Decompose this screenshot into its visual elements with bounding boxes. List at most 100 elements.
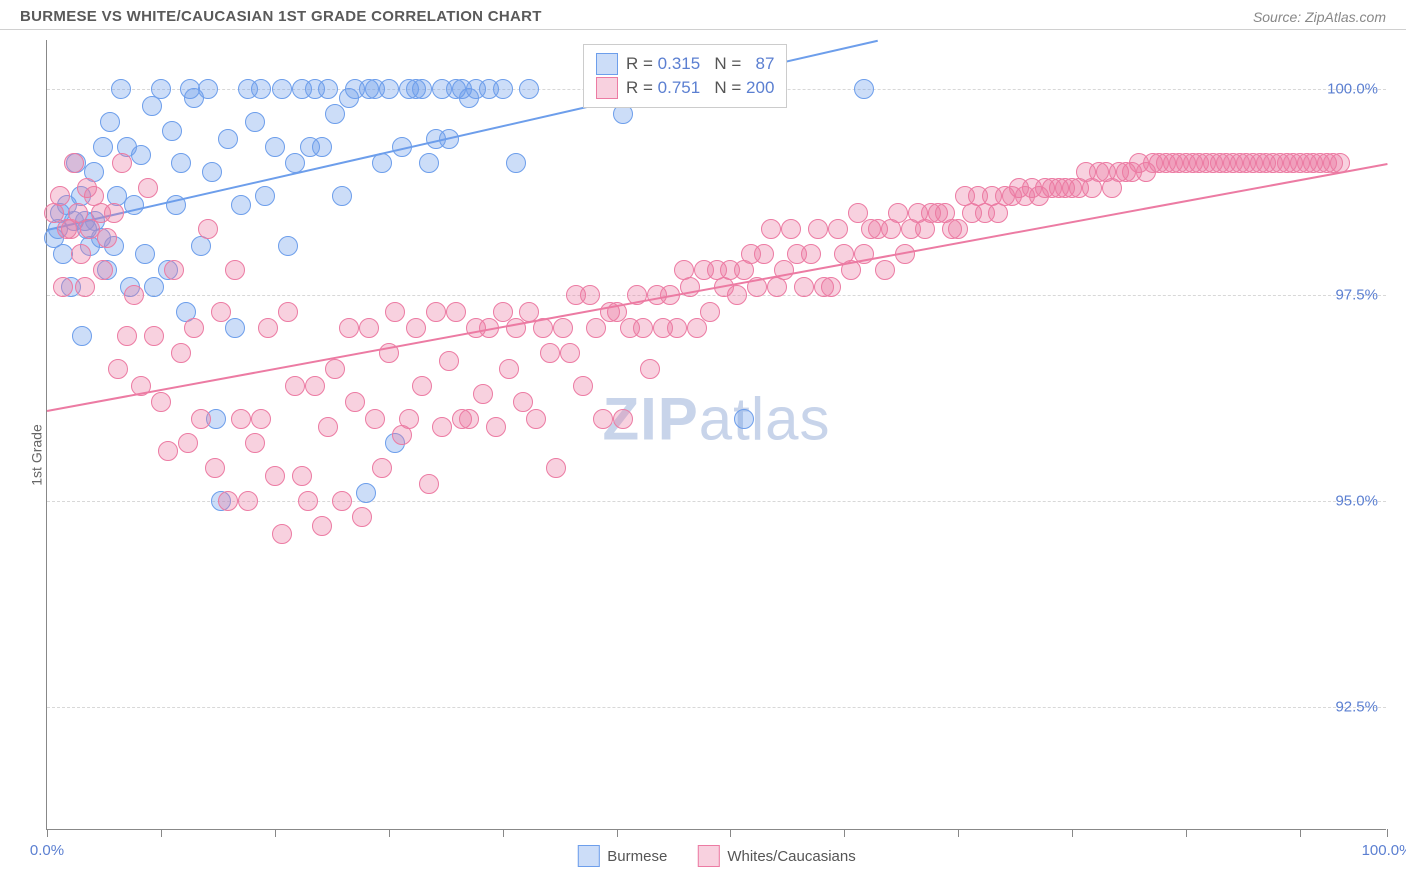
scatter-point xyxy=(265,137,285,157)
scatter-point xyxy=(667,318,687,338)
scatter-point xyxy=(178,433,198,453)
scatter-point xyxy=(808,219,828,239)
scatter-point xyxy=(385,302,405,322)
scatter-point xyxy=(339,318,359,338)
scatter-point xyxy=(580,285,600,305)
x-tick xyxy=(1072,829,1073,837)
scatter-point xyxy=(318,79,338,99)
scatter-point xyxy=(151,79,171,99)
scatter-point xyxy=(305,376,325,396)
scatter-point xyxy=(372,458,392,478)
scatter-point xyxy=(687,318,707,338)
scatter-point xyxy=(519,79,539,99)
scatter-point xyxy=(356,483,376,503)
y-tick-label: 97.5% xyxy=(1335,287,1378,304)
x-tick xyxy=(1300,829,1301,837)
scatter-point xyxy=(218,491,238,511)
scatter-point xyxy=(93,260,113,280)
scatter-point xyxy=(412,79,432,99)
scatter-point xyxy=(245,112,265,132)
scatter-point xyxy=(613,409,633,429)
scatter-point xyxy=(144,326,164,346)
x-tick xyxy=(389,829,390,837)
scatter-point xyxy=(439,351,459,371)
scatter-point xyxy=(432,417,452,437)
scatter-point xyxy=(93,137,113,157)
scatter-point xyxy=(225,318,245,338)
scatter-point xyxy=(184,318,204,338)
scatter-point xyxy=(352,507,372,527)
scatter-point xyxy=(325,104,345,124)
scatter-point xyxy=(312,516,332,536)
scatter-point xyxy=(251,79,271,99)
y-tick-label: 95.0% xyxy=(1335,492,1378,509)
scatter-point xyxy=(459,409,479,429)
legend-swatch xyxy=(577,845,599,867)
legend-swatch xyxy=(596,53,618,75)
scatter-point xyxy=(365,409,385,429)
scatter-point xyxy=(138,178,158,198)
scatter-point xyxy=(332,491,352,511)
scatter-point xyxy=(426,302,446,322)
scatter-point xyxy=(117,326,137,346)
scatter-point xyxy=(359,318,379,338)
legend-swatch xyxy=(596,77,618,99)
scatter-point xyxy=(285,376,305,396)
scatter-point xyxy=(255,186,275,206)
scatter-point xyxy=(854,79,874,99)
scatter-point xyxy=(727,285,747,305)
scatter-point xyxy=(412,376,432,396)
scatter-point xyxy=(164,260,184,280)
scatter-point xyxy=(198,219,218,239)
scatter-point xyxy=(700,302,720,322)
legend-label: Burmese xyxy=(607,848,667,865)
scatter-point xyxy=(112,153,132,173)
legend-label: Whites/Caucasians xyxy=(727,848,855,865)
scatter-point xyxy=(231,409,251,429)
x-tick xyxy=(47,829,48,837)
scatter-point xyxy=(151,392,171,412)
x-tick xyxy=(730,829,731,837)
scatter-point xyxy=(292,466,312,486)
scatter-point xyxy=(218,129,238,149)
scatter-point xyxy=(265,466,285,486)
scatter-point xyxy=(399,409,419,429)
scatter-point xyxy=(419,474,439,494)
correlation-legend: R = 0.315 N = 87R = 0.751 N = 200 xyxy=(583,44,787,108)
scatter-point xyxy=(312,137,332,157)
scatter-point xyxy=(875,260,895,280)
scatter-point xyxy=(111,79,131,99)
gridline xyxy=(47,295,1386,296)
scatter-point xyxy=(506,153,526,173)
x-tick xyxy=(617,829,618,837)
scatter-point xyxy=(108,359,128,379)
scatter-point xyxy=(446,302,466,322)
scatter-point xyxy=(546,458,566,478)
scatter-point xyxy=(888,203,908,223)
scatter-point xyxy=(325,359,345,379)
scatter-point xyxy=(131,145,151,165)
scatter-point xyxy=(202,162,222,182)
scatter-point xyxy=(794,277,814,297)
scatter-point xyxy=(513,392,533,412)
scatter-point xyxy=(560,343,580,363)
scatter-point xyxy=(821,277,841,297)
x-tick xyxy=(1186,829,1187,837)
scatter-point xyxy=(272,524,292,544)
scatter-point xyxy=(406,318,426,338)
legend-item: Burmese xyxy=(577,845,667,867)
scatter-point xyxy=(298,491,318,511)
scatter-point xyxy=(144,277,164,297)
scatter-point xyxy=(205,458,225,478)
scatter-point xyxy=(211,302,231,322)
scatter-point xyxy=(801,244,821,264)
scatter-point xyxy=(734,409,754,429)
scatter-point xyxy=(278,302,298,322)
scatter-point xyxy=(53,277,73,297)
x-tick xyxy=(1387,829,1388,837)
scatter-point xyxy=(781,219,801,239)
watermark: ZIPatlas xyxy=(602,384,830,453)
scatter-point xyxy=(191,409,211,429)
scatter-point xyxy=(848,203,868,223)
chart-title: BURMESE VS WHITE/CAUCASIAN 1ST GRADE COR… xyxy=(20,8,542,25)
